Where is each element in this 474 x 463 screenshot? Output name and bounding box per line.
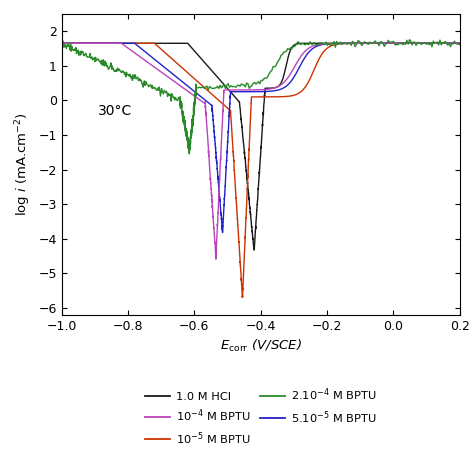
Legend: 1.0 M HCl, $10^{-4}$ M BPTU, $10^{-5}$ M BPTU, $2.10^{-4}$ M BPTU, $5.10^{-5}$ M: 1.0 M HCl, $10^{-4}$ M BPTU, $10^{-5}$ M…: [146, 387, 376, 446]
X-axis label: $E_\mathrm{corr}$ (V/SCE): $E_\mathrm{corr}$ (V/SCE): [220, 338, 301, 354]
Y-axis label: log $i$ (mA.cm$^{-2}$): log $i$ (mA.cm$^{-2}$): [13, 113, 33, 216]
Text: 30°C: 30°C: [98, 104, 132, 118]
